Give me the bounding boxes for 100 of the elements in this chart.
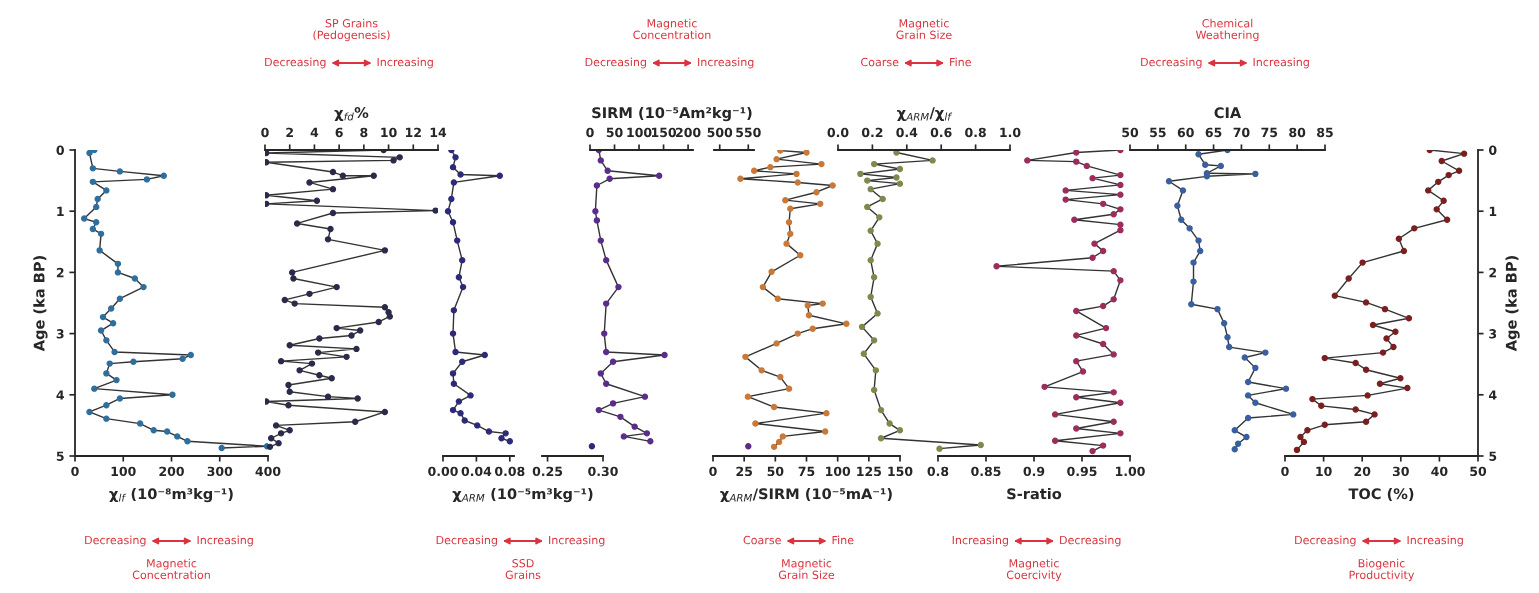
x-axis-title: χ$_{fd}$% — [334, 107, 369, 121]
x-axis-title: χ$_{lf}$ (10⁻⁸m³kg⁻¹) — [109, 488, 233, 503]
y2-tick-label: 2 — [1489, 267, 1497, 278]
x-tick-label: 100 — [111, 466, 136, 477]
x-axis-title: SIRM (10⁻⁵Am²kg⁻¹) — [592, 106, 752, 122]
text: Biogenic Productivity — [1349, 558, 1415, 582]
x-axis-title: S-ratio — [1007, 488, 1062, 500]
x-axis-title: χ$_{ARM}$/SIRM (10⁻⁵mA⁻¹) — [720, 488, 892, 503]
x-tick-label: 30 — [1392, 466, 1409, 477]
x-tick-label: 75 — [1261, 127, 1278, 138]
x-tick-label: 75 — [798, 466, 815, 477]
y-tick-label: 5 — [56, 451, 64, 461]
text: Increasing — [698, 57, 754, 69]
x-tick-label: 25 — [736, 466, 752, 477]
text: Magnetic Concentration — [132, 558, 210, 580]
x-tick-label: 40 — [1431, 466, 1448, 477]
x-tick-label: 0.25 — [532, 466, 563, 477]
x-tick-label: 12 — [406, 127, 421, 137]
x-tick-label: 6 — [335, 127, 343, 138]
text: Increasing — [1253, 57, 1309, 69]
x-tick-label: 10 — [381, 127, 397, 138]
text: Coarse — [861, 57, 899, 67]
text: Decreasing — [585, 57, 646, 69]
y-tick-label: 0 — [56, 145, 64, 155]
x-tick-label: 200 — [676, 127, 701, 138]
x-tick-label: 300 — [207, 466, 233, 477]
x-tick-label: 0.6 — [930, 127, 952, 138]
x-tick-label: 150 — [651, 127, 677, 138]
y-tick-label: 1 — [57, 206, 64, 216]
x-tick-label: 0 — [709, 466, 717, 477]
text: Increasing — [549, 535, 605, 547]
text: Decreasing — [265, 57, 326, 69]
text: Magnetic Grain Size — [778, 558, 835, 580]
x-tick-label: 0.00 — [428, 466, 458, 477]
x-tick-label: 55 — [1150, 127, 1166, 138]
x-tick-label: 0 — [261, 127, 269, 138]
x-tick-label: 60 — [1177, 127, 1194, 138]
y2-tick-label: 1 — [1489, 206, 1497, 216]
x-tick-label: 50 — [1122, 127, 1139, 138]
x-tick-label: 50 — [767, 466, 784, 477]
x-tick-label: 200 — [159, 466, 184, 477]
y2-tick-label: 4 — [1488, 390, 1497, 400]
y2-tick-label: 0 — [1489, 145, 1497, 155]
y-tick-label: 2 — [56, 267, 64, 278]
x-tick-label: 0.8 — [965, 127, 986, 138]
x-tick-label: 8 — [360, 127, 368, 138]
text: Magnetic Grain Size — [896, 18, 952, 40]
x-tick-label: 1.0 — [1000, 127, 1021, 138]
x-tick-label: 0 — [71, 466, 79, 477]
y-tick-label: 4 — [56, 390, 65, 400]
x-tick-label: 85 — [1317, 127, 1333, 138]
text: Decreasing — [1141, 57, 1202, 69]
x-tick-label: 0.4 — [896, 127, 918, 138]
x-axis-title: χ$_{ARM}$/χ$_{lf}$ — [897, 107, 953, 122]
text: Coarse — [743, 535, 781, 545]
text: Decreasing — [1295, 535, 1356, 547]
x-tick-label: 80 — [1289, 127, 1306, 138]
y2-tick-label: 5 — [1489, 451, 1497, 461]
text: Increasing — [1407, 535, 1463, 547]
x-tick-label: 0.08 — [495, 466, 525, 477]
text: Decreasing — [436, 535, 497, 547]
x-tick-label: 50 — [1470, 466, 1487, 477]
x-tick-label: 65 — [1205, 127, 1222, 138]
text: Fine — [832, 535, 854, 545]
x-tick-label: 14 — [430, 127, 447, 137]
text: Magnetic Concentration — [633, 18, 711, 40]
text: Decreasing — [85, 535, 146, 547]
text: Increasing — [377, 57, 433, 69]
y-axis-title: Age (ka BP) — [33, 256, 48, 352]
text: SSD Grains — [505, 559, 541, 580]
x-tick-label: 100 — [627, 127, 652, 138]
x-tick-label: 0.95 — [1067, 466, 1097, 477]
x-tick-label: 0.0 — [827, 127, 849, 138]
x-tick-label: 1.00 — [1115, 466, 1145, 477]
x-tick-label: 0.2 — [861, 127, 883, 138]
y2-tick-label: 3 — [1489, 329, 1497, 339]
x-tick-label: 125 — [857, 466, 882, 477]
x-tick-label: 100 — [826, 466, 851, 477]
y2-axis-title: Age (ka BP) — [1505, 256, 1520, 352]
x-tick-label: 2 — [286, 127, 293, 137]
x-tick-label: 500 — [707, 127, 733, 138]
x-axis-title: TOC (%) — [1348, 488, 1414, 501]
x-tick-label: 0 — [1281, 466, 1289, 477]
x-tick-label: 0.30 — [588, 466, 618, 477]
x-axis-title: χ$_{ARM}$ (10⁻⁵m³kg⁻¹) — [452, 488, 593, 503]
text: SP Grains (Pedogenesis) — [313, 18, 390, 42]
x-tick-label: 10 — [1316, 466, 1332, 477]
x-tick-label: 0.04 — [461, 466, 492, 477]
x-tick-label: 0.9 — [1023, 466, 1045, 477]
x-tick-label: 0 — [586, 127, 594, 138]
x-tick-label: 550 — [736, 127, 761, 138]
x-tick-label: 0.8 — [927, 466, 949, 477]
x-tick-label: 20 — [1354, 466, 1371, 477]
x-tick-label: 50 — [606, 127, 623, 138]
x-tick-label: 400 — [255, 466, 281, 477]
x-tick-label: 4 — [310, 127, 319, 137]
text: Increasing — [952, 535, 1008, 547]
x-tick-label: 70 — [1233, 127, 1250, 138]
text: Magnetic Coercivity — [1006, 558, 1062, 582]
text: Decreasing — [1060, 535, 1121, 547]
